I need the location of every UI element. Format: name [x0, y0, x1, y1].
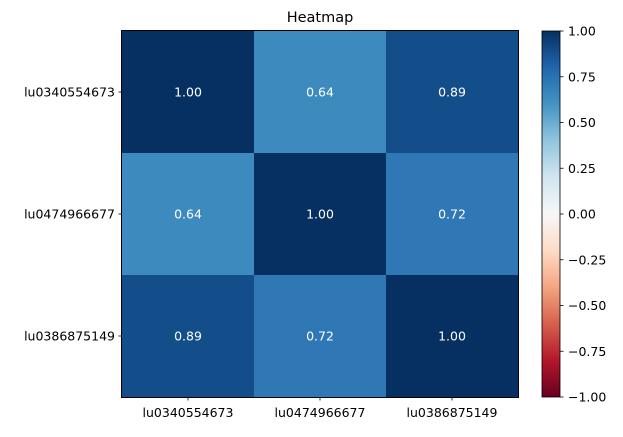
x-tick-label: lu0340554673	[143, 405, 234, 420]
cell-value-label: 0.64	[174, 207, 202, 222]
heatmap-cells	[122, 31, 519, 398]
colorbar-tick-label: −0.25	[568, 252, 606, 267]
x-axis: lu0340554673 lu0474966677 lu0386875149	[143, 397, 498, 420]
heatmap-cell	[122, 31, 255, 154]
colorbar-tick-label: 0.25	[568, 161, 596, 176]
chart-title: Heatmap	[287, 10, 354, 26]
colorbar-tick-label: −0.75	[568, 344, 606, 359]
cell-value-label: 0.89	[438, 85, 466, 100]
cell-value-label: 1.00	[306, 207, 334, 222]
heatmap-cell	[254, 153, 387, 276]
heatmap-cell	[254, 31, 387, 154]
cell-value-labels: 1.00 0.64 0.89 0.64 1.00 0.72 0.89 0.72 1.00	[174, 85, 466, 344]
heatmap-cell	[386, 275, 519, 398]
heatmap-cell	[122, 275, 255, 398]
colorbar: 1.00 0.75 0.50 0.25 0.00 −0.25 −0.50 −0.75 −1.00	[541, 24, 606, 405]
y-tick-label: lu0474966677	[24, 207, 115, 222]
colorbar-gradient	[541, 30, 561, 398]
heatmap-cell	[386, 153, 519, 276]
colorbar-tick-label: 0.50	[568, 115, 596, 130]
y-axis: lu0340554673 lu0474966677 lu0386875149	[24, 85, 122, 344]
heatmap-cell	[122, 153, 255, 276]
y-tick-label: lu0386875149	[24, 329, 115, 344]
x-tick-label: lu0474966677	[275, 405, 366, 420]
colorbar-tick-label: −1.00	[568, 390, 606, 405]
heatmap-cell	[386, 31, 519, 154]
colorbar-tick-label: −0.50	[568, 298, 606, 313]
colorbar-tick-label: 1.00	[568, 24, 596, 39]
y-tick-label: lu0340554673	[24, 85, 115, 100]
cell-value-label: 1.00	[438, 329, 466, 344]
heatmap-cell	[254, 275, 387, 398]
cell-value-label: 0.89	[174, 329, 202, 344]
cell-value-label: 0.72	[306, 329, 334, 344]
colorbar-tick-label: 0.75	[568, 69, 596, 84]
cell-value-label: 1.00	[174, 85, 202, 100]
colorbar-tick-label: 0.00	[568, 207, 596, 222]
cell-value-label: 0.64	[306, 85, 334, 100]
cell-value-label: 0.72	[438, 207, 466, 222]
x-tick-label: lu0386875149	[407, 405, 498, 420]
